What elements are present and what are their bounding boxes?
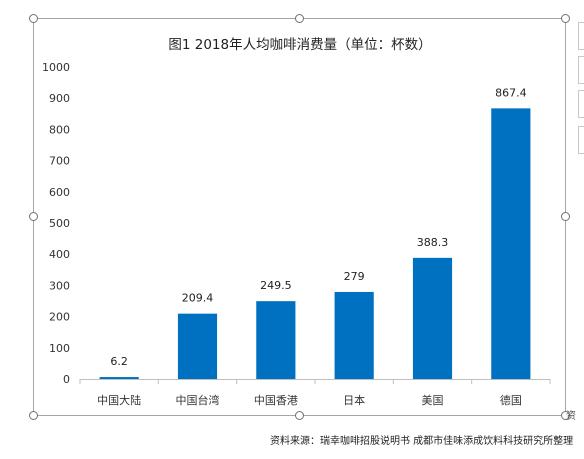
y-tick-label: 200 xyxy=(49,311,70,324)
bar[interactable] xyxy=(177,313,218,379)
x-category-label: 中国台湾 xyxy=(176,393,220,407)
x-category-label: 日本 xyxy=(343,393,365,407)
resize-handle-top-right[interactable] xyxy=(561,14,570,23)
chart-extra-button[interactable] xyxy=(578,126,584,154)
bar-data-label: 6.2 xyxy=(110,355,128,368)
bar[interactable] xyxy=(99,377,139,379)
y-tick-label: 400 xyxy=(49,248,70,261)
y-tick-label: 500 xyxy=(49,217,70,230)
y-tick-label: 1000 xyxy=(42,61,70,74)
chart-title: 图1 2018年人均咖啡消费量（单位：杯数） xyxy=(168,37,431,53)
corner-mark: 资 xyxy=(566,411,576,422)
chart-styles-button[interactable] xyxy=(578,56,584,84)
bar-data-label: 249.5 xyxy=(260,279,292,292)
resize-handle-bottom-right[interactable] xyxy=(561,411,570,420)
x-axis: 中国大陆 中国台湾 中国香港 日本 美国 德国 xyxy=(79,379,551,407)
resize-handle-top-center[interactable] xyxy=(295,14,304,23)
x-category-label: 中国香港 xyxy=(254,394,298,407)
y-tick-label: 800 xyxy=(49,123,70,136)
bar-data-label: 279 xyxy=(344,270,365,283)
chart-elements-button[interactable] xyxy=(578,22,584,50)
y-tick-label: 600 xyxy=(49,186,70,199)
bar[interactable] xyxy=(412,257,453,379)
y-tick-label: 0 xyxy=(63,373,70,386)
resize-handle-bottom-center[interactable] xyxy=(295,411,304,420)
x-category-label: 德国 xyxy=(500,393,522,407)
x-category-label: 美国 xyxy=(422,394,444,407)
chart-filters-button[interactable] xyxy=(578,90,584,118)
y-tick-label: 100 xyxy=(49,342,70,355)
bar-data-label: 388.3 xyxy=(417,236,449,249)
bar[interactable] xyxy=(334,291,374,379)
resize-handle-middle-right[interactable] xyxy=(561,212,570,221)
y-tick-label: 900 xyxy=(49,92,70,105)
bar-data-label: 867.4 xyxy=(495,86,527,99)
bar-data-label: 209.4 xyxy=(182,292,214,305)
bar-series xyxy=(99,108,531,379)
data-labels: 6.2 209.4 249.5 279 388.3 867.4 xyxy=(110,86,526,368)
x-category-label: 中国大陆 xyxy=(97,393,141,407)
bar[interactable] xyxy=(491,108,531,379)
y-tick-label: 300 xyxy=(49,279,70,292)
resize-handle-top-left[interactable] xyxy=(29,14,38,23)
resize-handle-bottom-left[interactable] xyxy=(29,411,38,420)
y-tick-label: 700 xyxy=(49,155,70,168)
bar[interactable] xyxy=(256,301,296,379)
y-axis: 0 100 200 300 400 500 600 700 800 900 1000 xyxy=(42,61,70,386)
source-note: 资料来源：瑞幸咖啡招股说明书 成都市佳味添成饮料科技研究所整理 xyxy=(270,436,574,447)
resize-handle-middle-left[interactable] xyxy=(29,212,38,221)
